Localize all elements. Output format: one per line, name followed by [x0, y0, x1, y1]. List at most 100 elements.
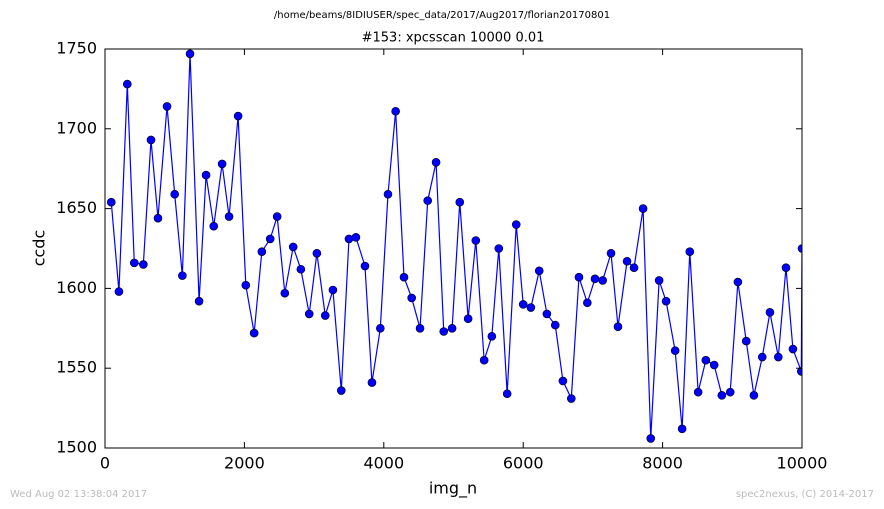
data-point	[701, 355, 711, 365]
data-point	[439, 327, 449, 336]
data-point	[463, 314, 473, 324]
y-axis-label: ccdc	[30, 230, 49, 267]
data-point	[566, 394, 576, 403]
data-point	[725, 387, 735, 397]
data-point	[447, 323, 457, 333]
data-point	[479, 355, 489, 365]
data-point	[241, 280, 251, 290]
data-point	[431, 158, 441, 167]
data-point	[788, 344, 798, 354]
data-point	[709, 360, 719, 370]
data-point	[749, 391, 759, 400]
x-tick-label: 0	[100, 454, 110, 473]
data-point	[613, 322, 623, 332]
data-point	[583, 298, 592, 308]
y-tick-label: 1650	[56, 198, 97, 217]
data-point	[733, 277, 743, 287]
x-axis-label: img_n	[429, 479, 477, 499]
y-tick-label: 1550	[56, 358, 97, 377]
data-point	[455, 197, 465, 207]
chart-title: #153: xpcsscan 10000 0.01	[362, 31, 545, 46]
data-point	[162, 102, 172, 111]
data-point	[139, 260, 148, 269]
data-point	[638, 204, 648, 213]
data-point	[502, 389, 512, 399]
data-point	[526, 303, 536, 312]
x-tick-label: 8000	[642, 454, 683, 473]
data-point	[304, 309, 314, 319]
data-point	[153, 213, 163, 223]
data-point	[757, 352, 767, 362]
data-point	[765, 308, 775, 317]
x-tick-label: 6000	[503, 454, 544, 473]
data-point	[685, 247, 695, 256]
data-point	[123, 79, 132, 89]
data-point	[670, 346, 680, 355]
suptitle: /home/beams/8IDIUSER/spec_data/2017/Aug2…	[274, 10, 610, 21]
data-point	[296, 264, 306, 274]
footer-left: Wed Aug 02 13:38:04 2017	[10, 489, 147, 500]
y-tick-label: 1500	[56, 438, 97, 457]
data-point	[646, 434, 656, 443]
plot-area	[106, 49, 802, 443]
data-point	[224, 212, 234, 221]
data-point	[471, 236, 481, 245]
data-point	[367, 378, 377, 387]
data-point	[194, 296, 204, 306]
data-point	[407, 293, 416, 303]
data-point	[344, 234, 354, 244]
x-tick-label: 2000	[224, 454, 265, 473]
data-point	[558, 376, 568, 386]
data-point	[288, 242, 298, 252]
data-point	[534, 266, 544, 276]
data-point	[265, 234, 275, 244]
data-point	[781, 263, 791, 272]
data-point	[693, 387, 703, 397]
footer-right: spec2nexus, (C) 2014-2017	[736, 489, 874, 500]
data-point	[391, 106, 400, 116]
data-point	[383, 189, 393, 199]
y-tick-label: 1700	[56, 118, 97, 137]
data-point	[328, 285, 338, 295]
data-point	[146, 135, 156, 145]
data-point	[249, 328, 259, 338]
data-point	[518, 300, 528, 309]
data-point	[312, 248, 322, 258]
data-point	[622, 256, 632, 266]
data-point	[272, 212, 282, 221]
data-point	[170, 189, 179, 199]
data-point	[399, 272, 409, 282]
data-point	[336, 386, 346, 395]
data-point	[351, 233, 361, 242]
axes-frame	[104, 48, 803, 449]
data-point	[797, 244, 802, 253]
data-point	[598, 276, 607, 285]
data-point	[201, 170, 211, 180]
data-point	[741, 336, 751, 346]
data-point	[185, 49, 195, 59]
data-point	[487, 331, 497, 341]
data-point	[511, 220, 521, 229]
data-point	[606, 248, 616, 258]
data-point	[717, 391, 727, 400]
data-point	[654, 276, 664, 285]
data-point	[574, 272, 584, 282]
data-point	[106, 197, 116, 207]
data-point	[542, 309, 552, 319]
data-point	[217, 159, 227, 169]
data-point	[423, 196, 433, 205]
data-point	[233, 111, 243, 121]
data-point	[280, 288, 290, 298]
data-point	[797, 367, 802, 376]
data-point	[590, 274, 600, 284]
data-point	[114, 287, 124, 296]
data-point	[661, 296, 671, 306]
data-point	[774, 352, 783, 362]
data-point	[629, 263, 639, 272]
data-point	[494, 244, 504, 253]
data-point	[129, 258, 139, 268]
y-tick-label: 1600	[56, 278, 97, 297]
data-point	[360, 261, 370, 271]
